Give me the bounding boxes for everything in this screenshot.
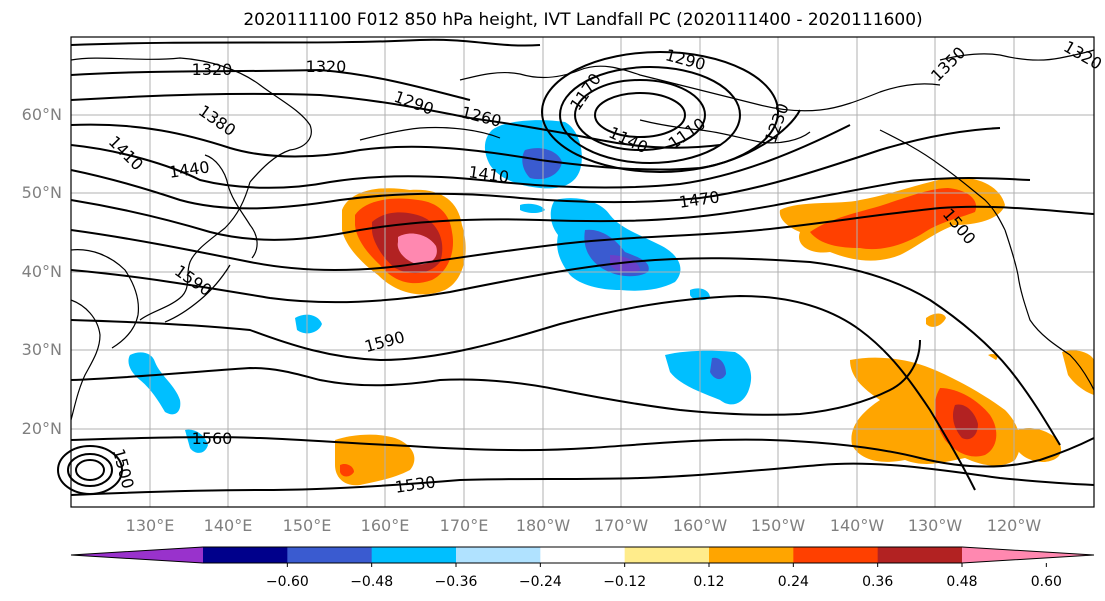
colorbar-tick-label: 0.60 <box>1031 574 1062 590</box>
lat-label: 40°N <box>22 262 62 281</box>
colorbar-swatch <box>287 547 373 563</box>
contour-label: 1320 <box>306 57 347 76</box>
lon-label: 120°W <box>987 516 1042 535</box>
lon-label: 130°W <box>908 516 963 535</box>
colorbar-swatch <box>456 547 541 563</box>
colorbar-swatch <box>624 547 710 563</box>
colorbar-swatch <box>371 547 457 563</box>
latitude-labels: 60°N 50°N 40°N 30°N 20°N <box>22 105 62 438</box>
contour-label: 1560 <box>192 429 233 448</box>
lat-label: 30°N <box>22 340 62 359</box>
lat-label: 20°N <box>22 419 62 438</box>
lat-label: 50°N <box>22 183 62 202</box>
figure-title: 2020111100 F012 850 hPa height, IVT Land… <box>243 10 922 30</box>
colorbar-swatch <box>793 547 879 563</box>
longitude-labels: 130°E 140°E 150°E 160°E 170°E 180°W 170°… <box>126 516 1042 535</box>
lon-label: 130°E <box>126 516 175 535</box>
colorbar: −0.60 −0.48 −0.36 −0.24 −0.12 0.12 0.24 0.36 0.4… <box>70 546 1095 590</box>
lat-label: 60°N <box>22 105 62 124</box>
colorbar-tick-label: 0.24 <box>778 574 809 590</box>
lon-label: 140°W <box>830 516 885 535</box>
lon-label: 160°E <box>361 516 410 535</box>
contour-label: 1320 <box>192 60 233 79</box>
lon-label: 170°E <box>440 516 489 535</box>
colorbar-swatch <box>877 547 963 563</box>
lon-label: 160°W <box>673 516 728 535</box>
map-panel: 1320 1320 1290 1260 1290 1170 1140 1110 … <box>57 36 1105 508</box>
colorbar-tick-label: −0.48 <box>350 574 393 590</box>
height-contours <box>57 38 1095 496</box>
colorbar-extend-low <box>71 547 203 563</box>
colorbar-swatch <box>709 547 794 563</box>
lon-label: 170°W <box>594 516 649 535</box>
colorbar-tick-label: −0.24 <box>519 574 562 590</box>
map-frame <box>70 36 1095 508</box>
colorbar-tick-label: 0.36 <box>862 574 893 590</box>
lon-label: 140°E <box>204 516 253 535</box>
colorbar-tick-label: −0.12 <box>603 574 646 590</box>
lon-label: 150°E <box>283 516 332 535</box>
colorbar-swatch <box>540 547 626 563</box>
colorbar-swatch <box>203 547 288 563</box>
colorbar-tick-label: −0.36 <box>435 574 478 590</box>
colorbar-tick-label: 0.48 <box>946 574 977 590</box>
colorbar-extend-high <box>962 547 1094 563</box>
lon-label: 180°W <box>516 516 571 535</box>
colorbar-tick-label: 0.12 <box>693 574 724 590</box>
colorbar-outline <box>70 546 1095 564</box>
colorbar-tick-label: −0.60 <box>266 574 309 590</box>
lon-label: 150°W <box>751 516 806 535</box>
